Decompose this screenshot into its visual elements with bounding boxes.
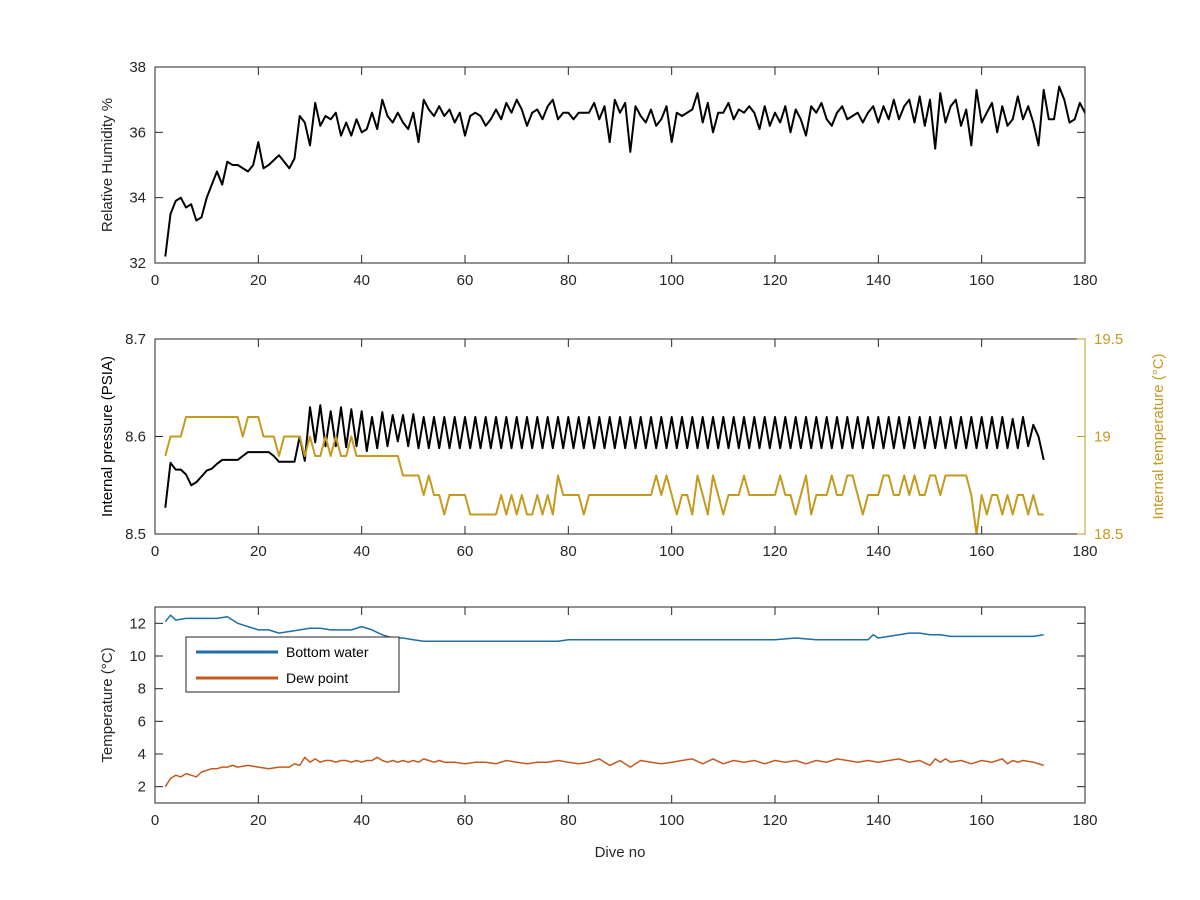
x-tick-label: 60 bbox=[457, 812, 474, 829]
x-tick-label: 80 bbox=[560, 272, 577, 289]
x-tick-label: 160 bbox=[969, 272, 994, 289]
y-axis-label: Temperature (°C) bbox=[99, 647, 116, 762]
series-line-right-axis bbox=[164, 416, 1044, 534]
legend: Bottom water Dew point bbox=[185, 636, 400, 693]
axes-box bbox=[154, 606, 1086, 804]
x-tick-label: 20 bbox=[250, 272, 267, 289]
y-tick-label: 36 bbox=[129, 124, 146, 141]
x-tick-label: 60 bbox=[457, 543, 474, 560]
y-tick-label: 8.5 bbox=[125, 526, 146, 543]
y-axis-label: Relative Humidity % bbox=[99, 98, 116, 232]
legend-box bbox=[185, 636, 400, 693]
x-axis-label: Dive no bbox=[595, 844, 646, 861]
x-tick-label: 100 bbox=[659, 812, 684, 829]
x-tick-label: 140 bbox=[866, 543, 891, 560]
y-tick-label: 34 bbox=[129, 190, 146, 207]
x-tick-label: 100 bbox=[659, 543, 684, 560]
series-line-dew-point bbox=[164, 756, 1044, 788]
x-tick-label: 140 bbox=[866, 272, 891, 289]
internal-pressure-panel: 0 20 40 60 80 100 120 140 160 180 8.5 8.6 8.7 18.5 19 1… bbox=[99, 331, 1167, 560]
y-tick-label: 8 bbox=[138, 681, 146, 698]
y-tick-label: 6 bbox=[138, 713, 146, 730]
y-tick-label: 38 bbox=[129, 59, 146, 76]
x-tick-label: 120 bbox=[762, 812, 787, 829]
x-tick-label: 120 bbox=[762, 272, 787, 289]
x-tick-label: 80 bbox=[560, 543, 577, 560]
legend-label: Bottom water bbox=[286, 644, 369, 660]
y-tick-label: 32 bbox=[129, 255, 146, 272]
x-tick-label: 140 bbox=[866, 812, 891, 829]
x-tick-label: 0 bbox=[151, 272, 159, 289]
x-tick-label: 180 bbox=[1072, 812, 1097, 829]
x-tick-label: 40 bbox=[353, 812, 370, 829]
y-tick-label: 4 bbox=[138, 746, 146, 763]
legend-label: Dew point bbox=[286, 670, 348, 686]
axes-box bbox=[154, 66, 1086, 264]
y-axis-label: Internal pressure (PSIA) bbox=[99, 356, 116, 517]
series-line-left-axis bbox=[164, 85, 1085, 257]
y-axis-label-right: Internal temperature (°C) bbox=[1150, 353, 1167, 519]
y-tick-label: 2 bbox=[138, 779, 146, 796]
y-tick-label: 8.7 bbox=[125, 331, 146, 348]
y-tick-label: 10 bbox=[129, 648, 146, 665]
x-tick-label: 160 bbox=[969, 812, 994, 829]
x-tick-label: 20 bbox=[250, 812, 267, 829]
x-tick-label: 40 bbox=[353, 272, 370, 289]
x-tick-label: 120 bbox=[762, 543, 787, 560]
x-tick-label: 60 bbox=[457, 272, 474, 289]
series-line-left-axis bbox=[164, 404, 1045, 508]
relative-humidity-panel: 0 20 40 60 80 100 120 140 160 180 32 34 36 38 Relative… bbox=[99, 59, 1098, 289]
x-tick-label: 80 bbox=[560, 812, 577, 829]
series-line-bottom-water bbox=[164, 614, 1044, 643]
x-tick-label: 0 bbox=[151, 543, 159, 560]
x-tick-label: 100 bbox=[659, 272, 684, 289]
y-right-tick-label: 19 bbox=[1094, 429, 1111, 446]
y-tick-label: 8.6 bbox=[125, 429, 146, 446]
y-right-tick-label: 19.5 bbox=[1094, 331, 1123, 348]
x-tick-label: 40 bbox=[353, 543, 370, 560]
y-tick-label: 12 bbox=[129, 615, 146, 632]
x-tick-label: 20 bbox=[250, 543, 267, 560]
x-tick-label: 180 bbox=[1072, 272, 1097, 289]
x-tick-label: 0 bbox=[151, 812, 159, 829]
y-right-tick-label: 18.5 bbox=[1094, 526, 1123, 543]
temperature-panel: 0 20 40 60 80 100 120 140 160 180 2 4 6 8 10 12 Temperat… bbox=[99, 606, 1098, 829]
x-tick-label: 160 bbox=[969, 543, 994, 560]
x-tick-label: 180 bbox=[1072, 543, 1097, 560]
